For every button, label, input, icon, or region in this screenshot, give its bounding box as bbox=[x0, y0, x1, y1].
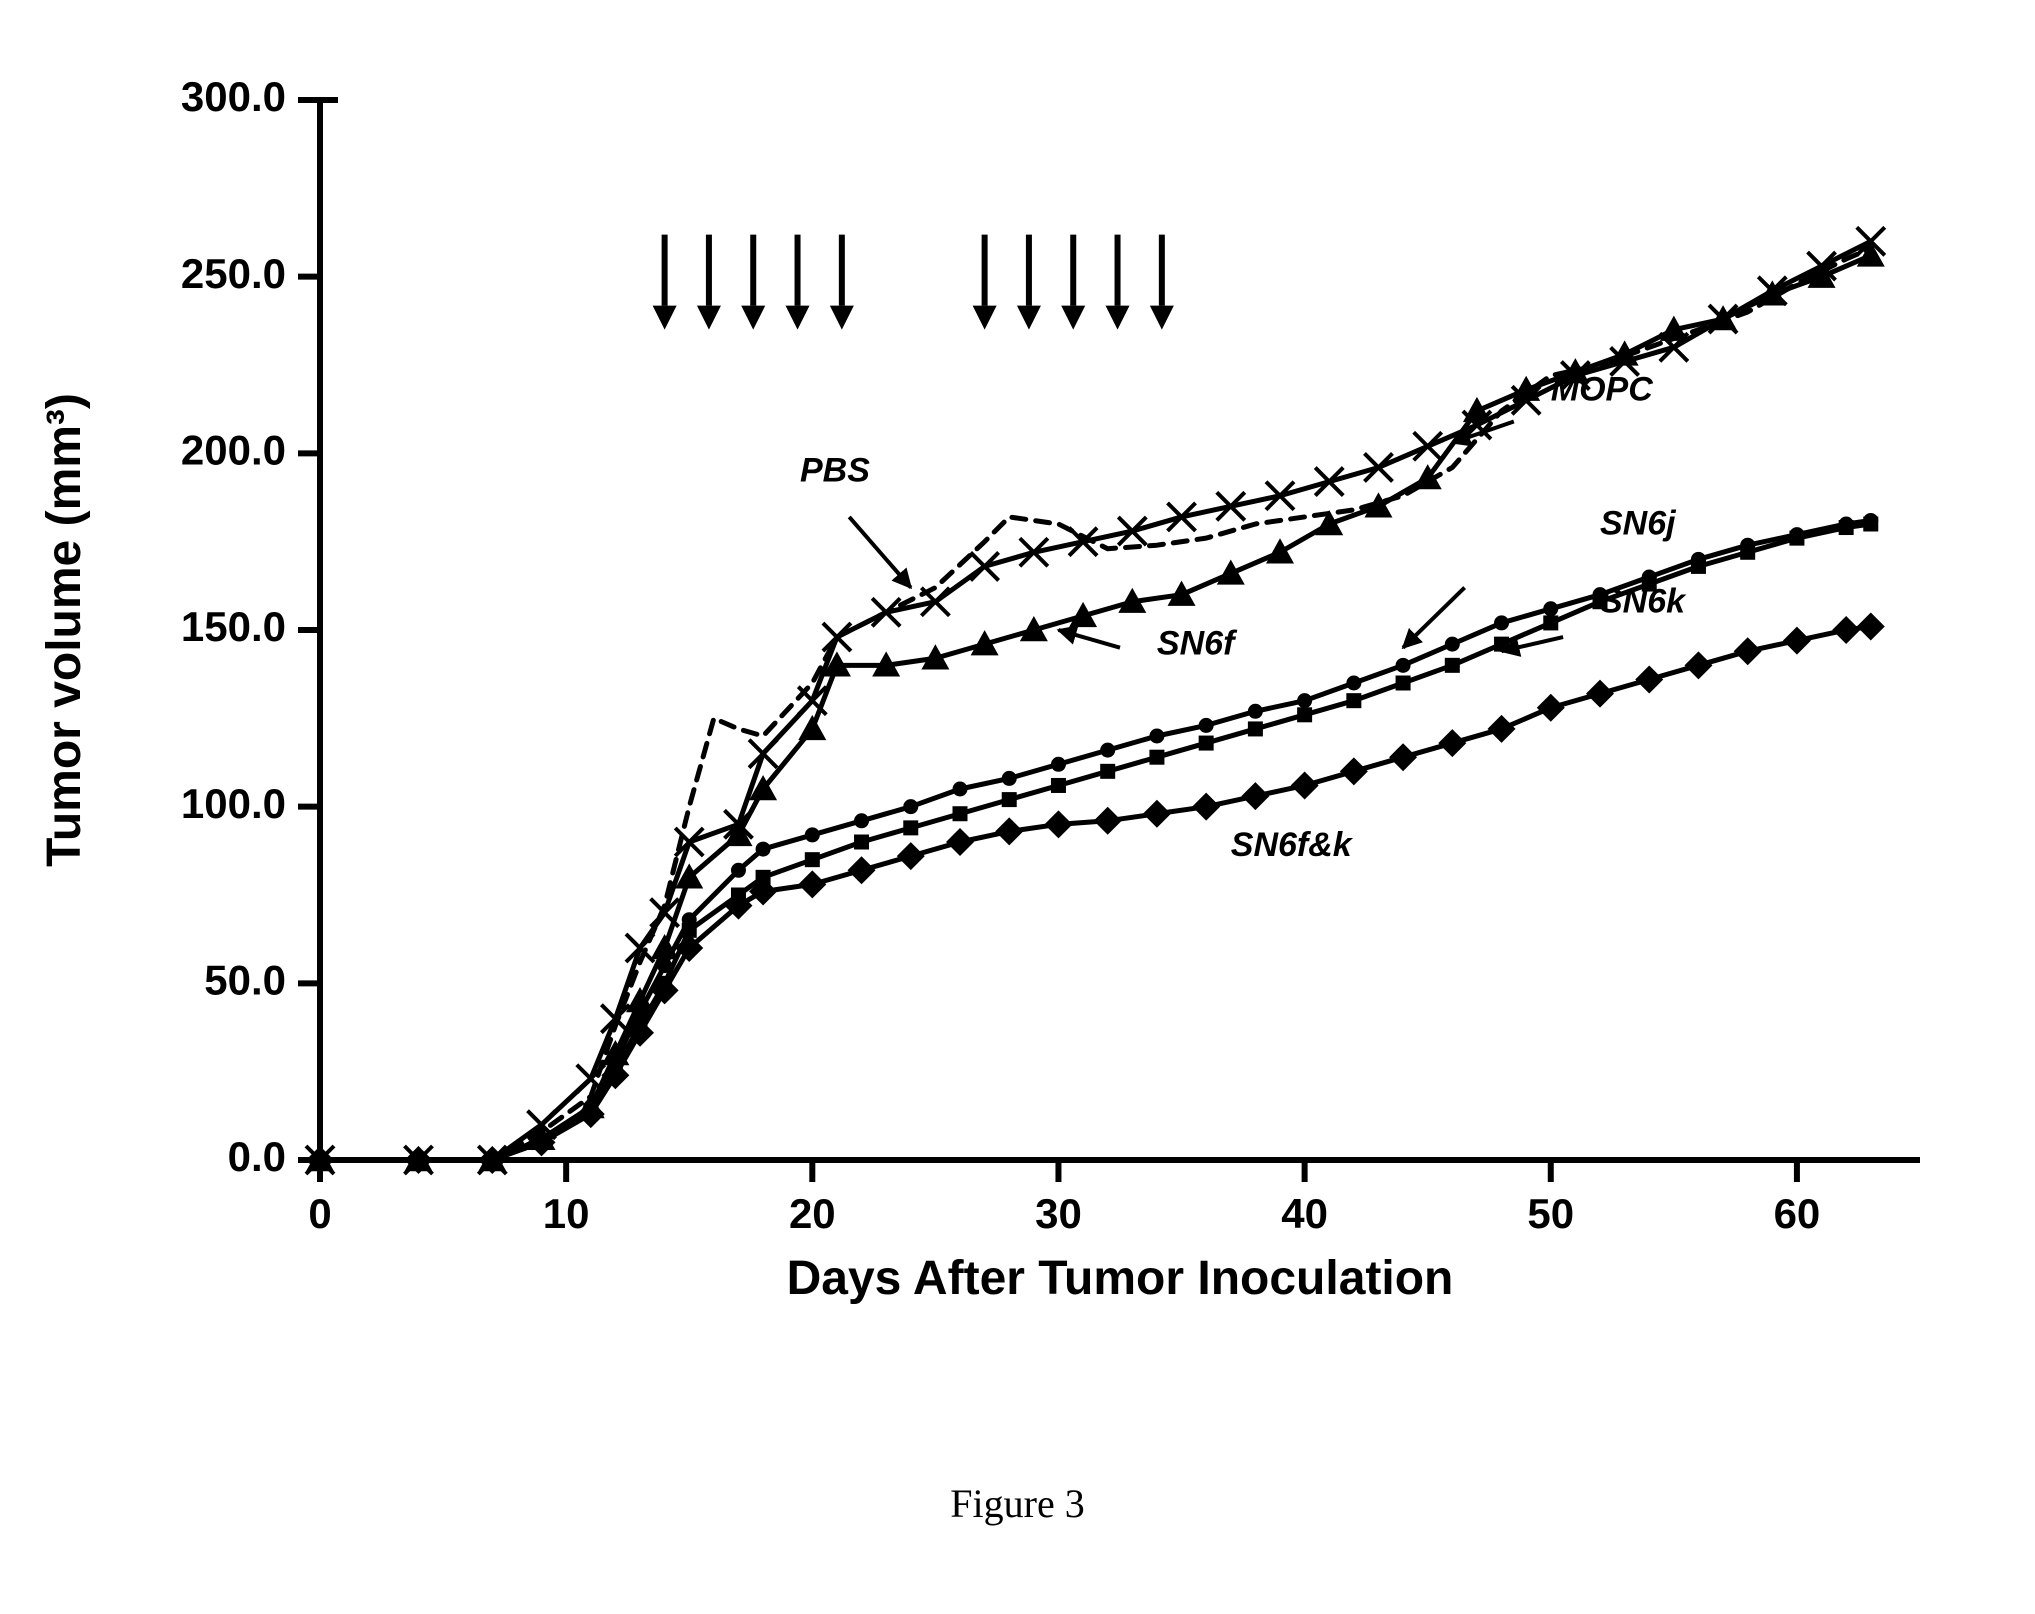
svg-text:20: 20 bbox=[789, 1190, 836, 1237]
page-container: { "chart": { "type": "line", "background… bbox=[0, 0, 2035, 1614]
svg-text:0.0: 0.0 bbox=[228, 1133, 286, 1180]
svg-text:50.0: 50.0 bbox=[204, 956, 286, 1003]
svg-text:PBS: PBS bbox=[800, 452, 870, 490]
svg-text:60: 60 bbox=[1774, 1190, 1821, 1237]
svg-text:150.0: 150.0 bbox=[181, 603, 286, 650]
svg-text:50: 50 bbox=[1527, 1190, 1574, 1237]
svg-text:SN6f&k: SN6f&k bbox=[1231, 826, 1354, 864]
svg-text:Days After Tumor Inoculation: Days After Tumor Inoculation bbox=[787, 1252, 1454, 1305]
svg-text:30: 30 bbox=[1035, 1190, 1082, 1237]
svg-text:200.0: 200.0 bbox=[181, 426, 286, 473]
tumor-volume-chart: 0.0 50.0 100.0 150.0 200.0 250.0 300.0 0 10 20 30 4… bbox=[0, 0, 2035, 1450]
svg-text:10: 10 bbox=[543, 1190, 590, 1237]
svg-text:SN6j: SN6j bbox=[1600, 505, 1677, 543]
svg-text:MOPC: MOPC bbox=[1551, 370, 1653, 408]
svg-text:SN6k: SN6k bbox=[1600, 582, 1687, 620]
svg-text:0: 0 bbox=[308, 1190, 331, 1237]
svg-text:SN6f: SN6f bbox=[1157, 625, 1238, 663]
svg-text:40: 40 bbox=[1281, 1190, 1328, 1237]
svg-text:300.0: 300.0 bbox=[181, 73, 286, 120]
svg-text:100.0: 100.0 bbox=[181, 780, 286, 827]
figure-caption: Figure 3 bbox=[0, 1480, 2035, 1527]
svg-text:250.0: 250.0 bbox=[181, 250, 286, 297]
svg-text:Tumor volume (mm³): Tumor volume (mm³) bbox=[38, 393, 91, 867]
